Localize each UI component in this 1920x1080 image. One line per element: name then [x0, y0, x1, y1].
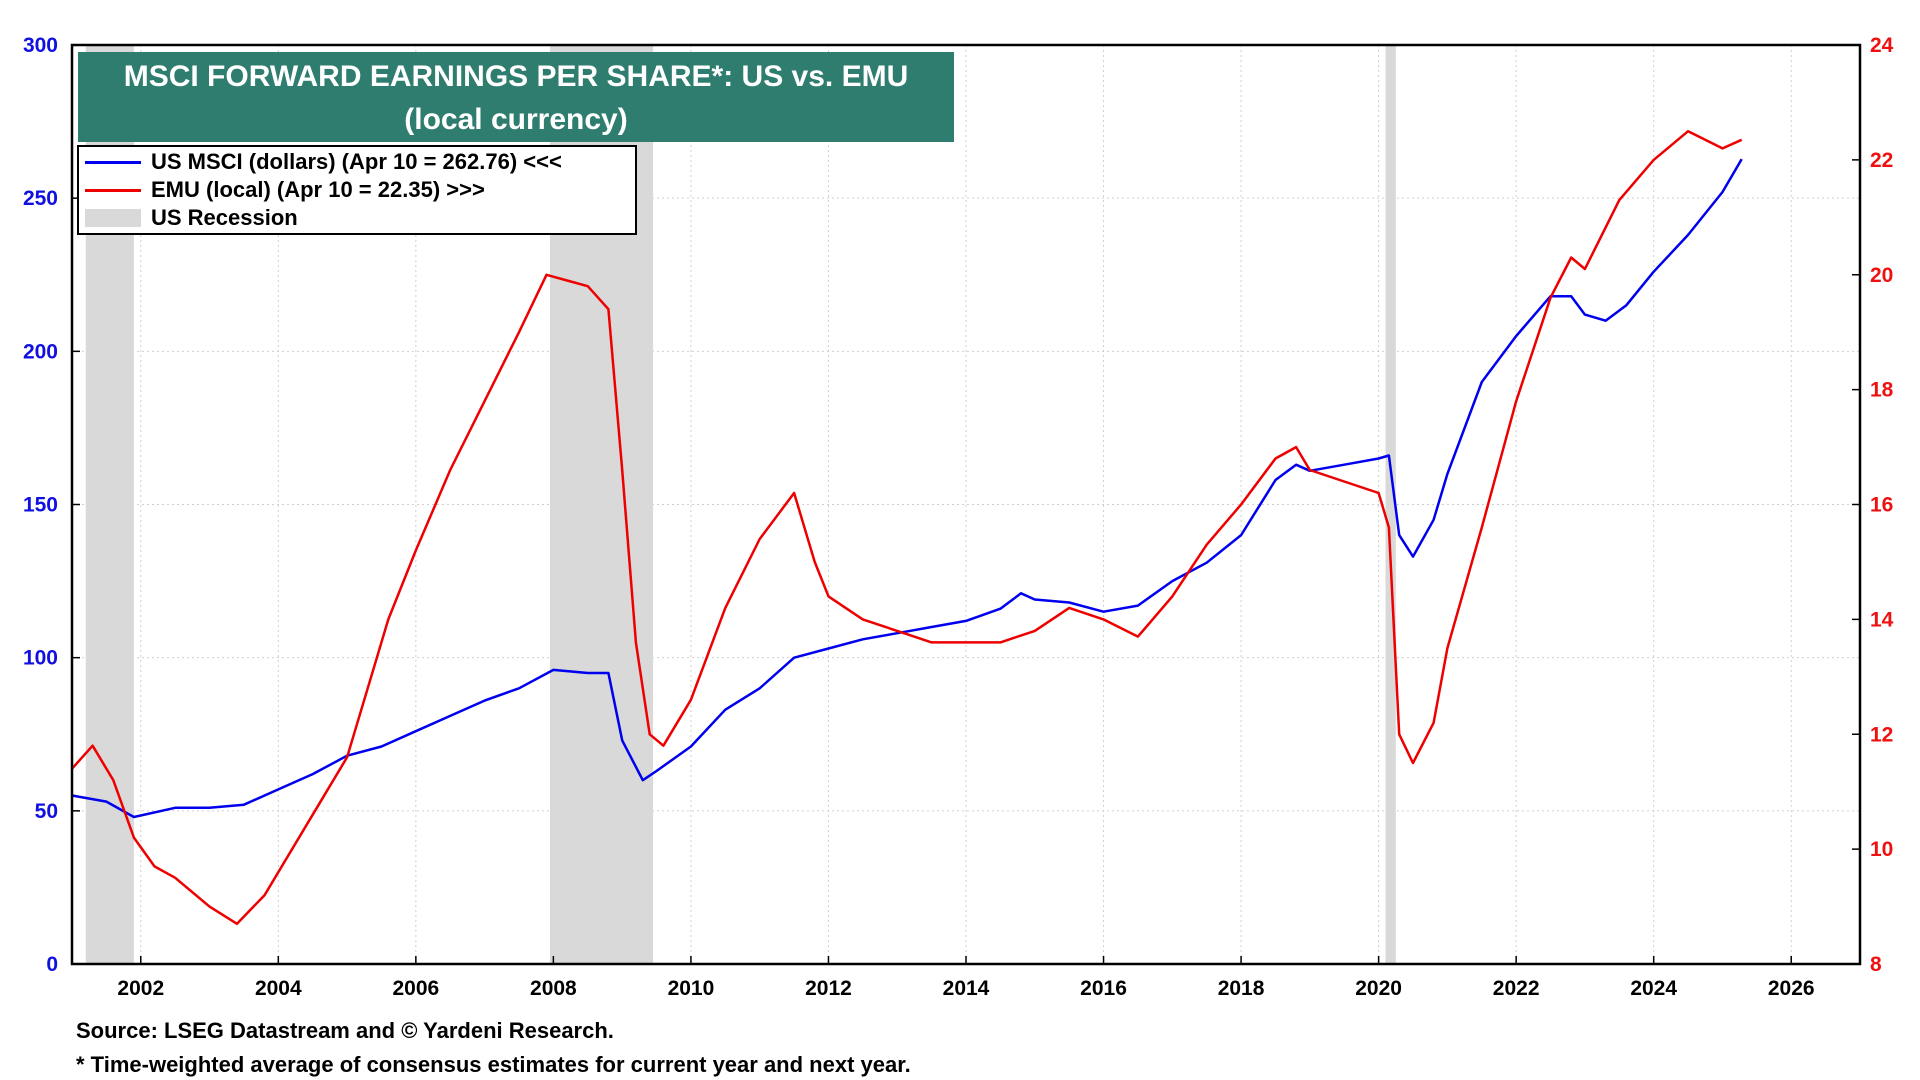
x-tick-label: 2002: [117, 977, 164, 1000]
left-tick-label: 150: [23, 494, 58, 517]
x-tick-label: 2010: [668, 977, 715, 1000]
x-tick-label: 2014: [943, 977, 990, 1000]
right-tick-label: 8: [1870, 953, 1882, 976]
right-tick-label: 18: [1870, 379, 1894, 402]
legend-swatch-us: [85, 160, 141, 164]
legend-label-us: US MSCI (dollars) (Apr 10 = 262.76) <<<: [151, 149, 562, 174]
x-tick-label: 2008: [530, 977, 577, 1000]
x-tick-label: 2024: [1630, 977, 1677, 1000]
title-line-2: (local currency): [404, 103, 628, 136]
right-tick-label: 12: [1870, 723, 1893, 746]
right-tick-label: 24: [1870, 34, 1894, 57]
legend-label-emu: EMU (local) (Apr 10 = 22.35) >>>: [151, 177, 485, 202]
x-tick-label: 2004: [255, 977, 302, 1000]
left-tick-label: 250: [23, 187, 58, 210]
legend-item-emu: EMU (local) (Apr 10 = 22.35) >>>: [85, 177, 485, 203]
legend-item-us: US MSCI (dollars) (Apr 10 = 262.76) <<<: [85, 149, 562, 175]
right-tick-label: 16: [1870, 494, 1893, 517]
x-tick-label: 2012: [805, 977, 852, 1000]
emu-line: [71, 129, 1743, 926]
legend-swatch-emu: [85, 188, 141, 192]
right-tick-label: 10: [1870, 838, 1893, 861]
x-tick-label: 2018: [1218, 977, 1265, 1000]
x-tick-label: 2016: [1080, 977, 1127, 1000]
right-tick-label: 22: [1870, 149, 1893, 172]
us-msci-line: [71, 158, 1743, 819]
series-lines: [71, 129, 1743, 926]
recession-band: [1385, 45, 1396, 964]
left-tick-label: 50: [35, 800, 58, 823]
left-tick-label: 200: [23, 340, 58, 363]
footnote: * Time-weighted average of consensus est…: [76, 1052, 911, 1077]
source-note: Source: LSEG Datastream and © Yardeni Re…: [76, 1018, 614, 1043]
legend: US MSCI (dollars) (Apr 10 = 262.76) <<< …: [77, 145, 637, 235]
right-tick-label: 14: [1870, 608, 1894, 631]
right-tick-label: 20: [1870, 264, 1893, 287]
right-axis: 8 10 12 14 16 18 20 22 24: [1852, 34, 1894, 976]
chart-title: MSCI FORWARD EARNINGS PER SHARE*: US vs.…: [78, 52, 954, 142]
left-tick-label: 300: [23, 34, 58, 57]
legend-label-recession: US Recession: [151, 205, 298, 230]
x-tick-label: 2020: [1355, 977, 1402, 1000]
x-tick-label: 2006: [392, 977, 439, 1000]
legend-item-recession: US Recession: [85, 205, 298, 231]
left-axis: 0 50 100 150 200 250 300: [23, 34, 80, 976]
left-tick-label: 0: [46, 953, 58, 976]
x-tick-label: 2022: [1493, 977, 1540, 1000]
legend-swatch-recession: [85, 209, 141, 227]
title-line-1: MSCI FORWARD EARNINGS PER SHARE*: US vs.…: [123, 60, 909, 93]
left-tick-label: 100: [23, 647, 58, 670]
x-axis: 2002 2004 2006 2008 2010 2012 2014 2016 2018 2020…: [117, 956, 1815, 1000]
x-tick-label: 2026: [1768, 977, 1815, 1000]
